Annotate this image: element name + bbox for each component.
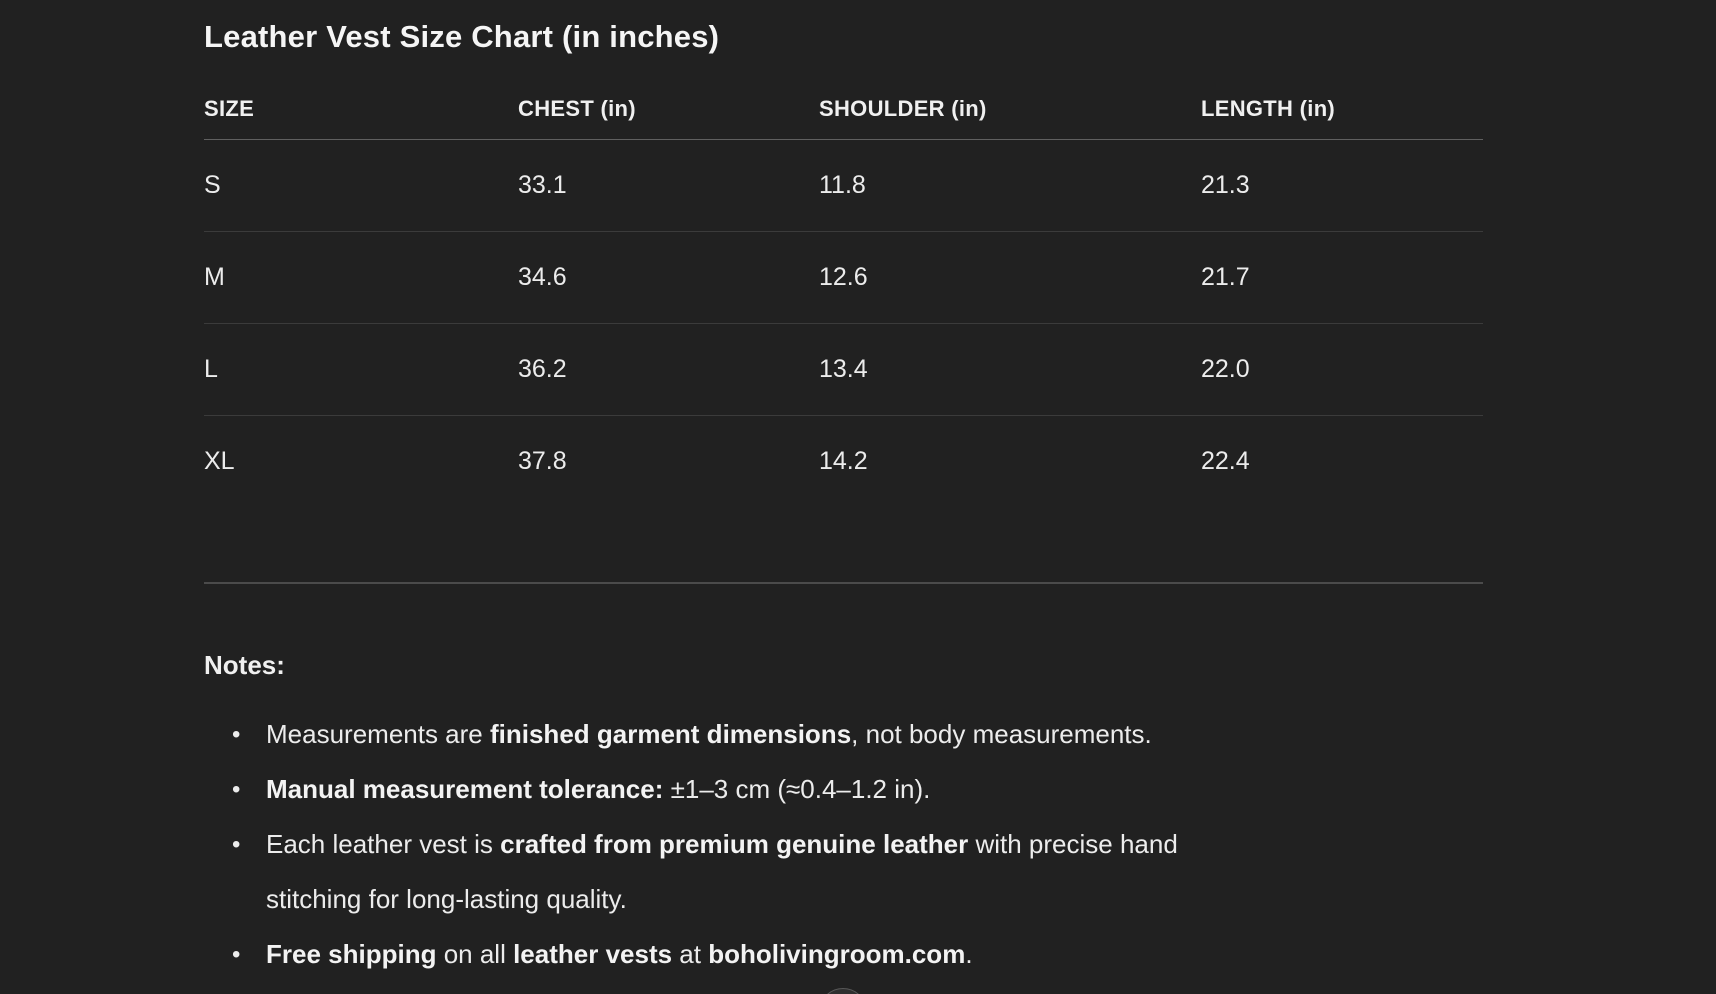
size-chart-table: SIZE CHEST (in) SHOULDER (in) LENGTH (in) S…	[204, 79, 1483, 507]
note-text: with precise hand stitching for long-las…	[266, 829, 1178, 914]
note-text: Measurements are	[266, 719, 490, 749]
table-cell: 21.7	[1201, 231, 1483, 324]
note-text-bold: boholivingroom.com	[708, 939, 966, 969]
bullet-icon: •	[232, 721, 241, 748]
note-text-bold: leather vests	[513, 939, 673, 969]
column-header: SIZE	[204, 79, 518, 140]
table-cell: 33.1	[518, 139, 819, 232]
table-cell: 22.0	[1201, 323, 1483, 416]
table-row: XL 37.8 14.2 22.4	[204, 416, 1483, 508]
note-text: Each leather vest is	[266, 829, 501, 859]
table-cell: 14.2	[819, 447, 868, 475]
table-cell: 22.4	[1201, 447, 1250, 475]
column-header: LENGTH (in)	[1201, 79, 1483, 140]
note-text: , not body measurements.	[851, 719, 1152, 749]
note-text: .	[965, 939, 973, 969]
table-cell: 21.3	[1201, 139, 1483, 232]
bullet-icon: •	[232, 776, 241, 803]
note-text-bold: Free shipping	[266, 939, 437, 969]
notes-list: • Measurements are finished garment dimen…	[232, 707, 1181, 982]
note-item: • Manual measurement tolerance: ±1–3 cm (…	[232, 762, 1181, 817]
note-text-bold: Manual measurement tolerance:	[266, 774, 664, 804]
table-cell: L	[204, 323, 518, 416]
column-header: CHEST (in)	[518, 79, 819, 140]
table-header-row: SIZE CHEST (in) SHOULDER (in) LENGTH (in)	[204, 79, 1483, 140]
table-cell: 36.2	[518, 323, 819, 416]
table-row: M 34.6 12.6 21.7	[204, 231, 1483, 324]
table-cell: S	[204, 139, 518, 232]
section-divider	[204, 582, 1483, 584]
note-text: on all	[436, 939, 514, 969]
column-header: SHOULDER (in)	[819, 79, 1201, 140]
bullet-icon: •	[232, 941, 241, 968]
note-text: at	[672, 939, 709, 969]
table-cell: M	[204, 231, 518, 324]
table-cell: 37.8	[518, 447, 567, 475]
note-text: ±1–3 cm (≈0.4–1.2 in).	[663, 774, 931, 804]
bullet-icon: •	[232, 831, 241, 858]
note-item: • Each leather vest is crafted from premi…	[232, 817, 1181, 927]
note-item: • Free shipping on all leather vests at b…	[232, 927, 1181, 982]
scroll-to-bottom-button[interactable]	[819, 988, 867, 994]
notes-heading: Notes:	[204, 650, 285, 680]
table-cell: 13.4	[819, 323, 1201, 416]
table-cell: 34.6	[518, 231, 819, 324]
note-text-bold: finished garment dimensions	[489, 719, 852, 749]
table-row: L 36.2 13.4 22.0	[204, 323, 1483, 416]
note-item: • Measurements are finished garment dimen…	[232, 707, 1181, 762]
table-cell: 12.6	[819, 231, 1201, 324]
table-cell: 11.8	[819, 139, 1201, 232]
size-chart-title: Leather Vest Size Chart (in inches)	[204, 19, 720, 54]
table-cell: XL	[204, 447, 235, 475]
note-text-bold: crafted from premium genuine leather	[500, 829, 969, 859]
table-row: S 33.1 11.8 21.3	[204, 139, 1483, 232]
